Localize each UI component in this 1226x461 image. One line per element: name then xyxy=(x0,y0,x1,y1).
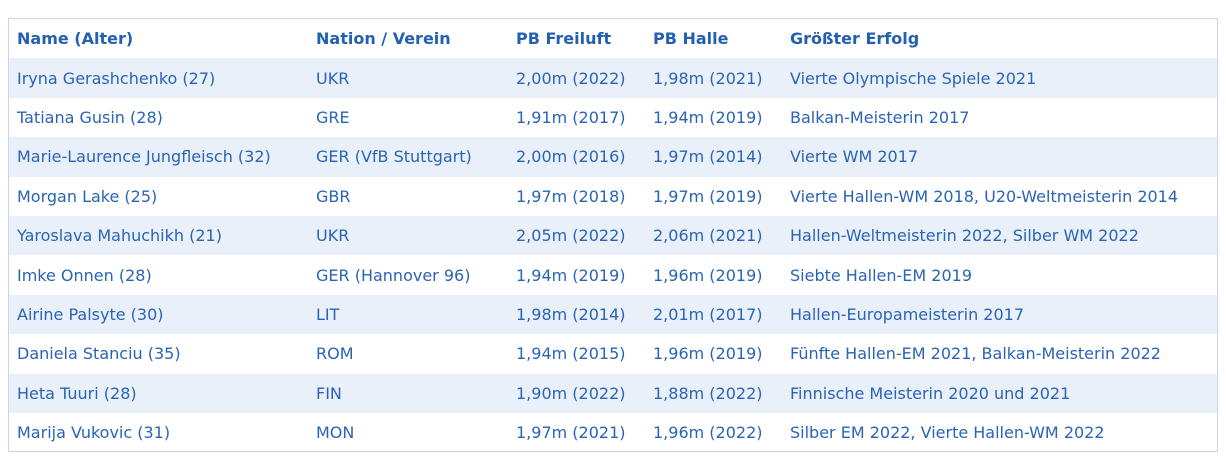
cell-nation: ROM xyxy=(308,334,508,374)
cell-name: Tatiana Gusin (28) xyxy=(9,97,308,138)
header-nation: Nation / Verein xyxy=(316,29,451,49)
header-achievement: Größter Erfolg xyxy=(790,29,920,49)
cell-nation: LIT xyxy=(308,294,508,335)
cell-pb-indoor: 2,01m (2017) xyxy=(645,294,782,335)
header-pb-indoor: PB Halle xyxy=(653,29,729,49)
table-row: Marie-Laurence Jungfleisch (32) GER (VfB… xyxy=(9,137,1217,177)
cell-pb-indoor: 2,06m (2021) xyxy=(645,215,782,256)
cell-pb-indoor: 1,98m (2021) xyxy=(645,58,782,98)
header-pb-outdoor: PB Freiluft xyxy=(516,29,612,49)
cell-name: Yaroslava Mahuchikh (21) xyxy=(9,215,308,256)
cell-nation: GBR xyxy=(308,176,508,216)
cell-nation: UKR xyxy=(308,58,508,98)
athletes-table: Name (Alter) Nation / Verein PB Freiluft… xyxy=(9,19,1217,451)
cell-name: Iryna Gerashchenko (27) xyxy=(9,58,308,98)
cell-nation: GRE xyxy=(308,97,508,138)
cell-name: Heta Tuuri (28) xyxy=(9,373,308,413)
table-row: Imke Onnen (28) GER (Hannover 96) 1,94m … xyxy=(9,255,1217,295)
cell-pb-outdoor: 1,94m (2015) xyxy=(508,334,645,374)
cell-achievement: Finnische Meisterin 2020 und 2021 xyxy=(782,373,1217,413)
table-row: Heta Tuuri (28) FIN 1,90m (2022) 1,88m (… xyxy=(9,373,1217,413)
table-header-row: Name (Alter) Nation / Verein PB Freiluft… xyxy=(9,19,1217,58)
cell-achievement: Fünfte Hallen-EM 2021, Balkan-Meisterin … xyxy=(782,334,1217,374)
table-row: Airine Palsyte (30) LIT 1,98m (2014) 2,0… xyxy=(9,294,1217,335)
cell-achievement: Silber EM 2022, Vierte Hallen-WM 2022 xyxy=(782,412,1217,451)
cell-achievement: Siebte Hallen-EM 2019 xyxy=(782,255,1217,295)
cell-achievement: Hallen-Weltmeisterin 2022, Silber WM 202… xyxy=(782,215,1217,256)
cell-pb-outdoor: 2,00m (2016) xyxy=(508,137,645,177)
cell-pb-outdoor: 1,97m (2021) xyxy=(508,412,645,451)
cell-pb-indoor: 1,94m (2019) xyxy=(645,97,782,138)
table-row: Daniela Stanciu (35) ROM 1,94m (2015) 1,… xyxy=(9,334,1217,374)
cell-pb-outdoor: 1,97m (2018) xyxy=(508,176,645,216)
cell-pb-indoor: 1,97m (2014) xyxy=(645,137,782,177)
cell-pb-outdoor: 1,90m (2022) xyxy=(508,373,645,413)
cell-pb-outdoor: 2,00m (2022) xyxy=(508,58,645,98)
cell-name: Marie-Laurence Jungfleisch (32) xyxy=(9,137,308,177)
cell-name: Morgan Lake (25) xyxy=(9,176,308,216)
cell-achievement: Vierte Hallen-WM 2018, U20-Weltmeisterin… xyxy=(782,176,1217,216)
cell-nation: FIN xyxy=(308,373,508,413)
table-row: Tatiana Gusin (28) GRE 1,91m (2017) 1,94… xyxy=(9,97,1217,138)
header-name: Name (Alter) xyxy=(17,29,134,49)
cell-achievement: Vierte WM 2017 xyxy=(782,137,1217,177)
cell-achievement: Balkan-Meisterin 2017 xyxy=(782,97,1217,138)
cell-nation: UKR xyxy=(308,215,508,256)
cell-pb-outdoor: 2,05m (2022) xyxy=(508,215,645,256)
cell-pb-indoor: 1,88m (2022) xyxy=(645,373,782,413)
table-row: Marija Vukovic (31) MON 1,97m (2021) 1,9… xyxy=(9,412,1217,451)
cell-name: Marija Vukovic (31) xyxy=(9,412,308,451)
cell-name: Imke Onnen (28) xyxy=(9,255,308,295)
cell-nation: GER (Hannover 96) xyxy=(308,255,508,295)
cell-pb-outdoor: 1,94m (2019) xyxy=(508,255,645,295)
cell-nation: MON xyxy=(308,412,508,451)
cell-pb-indoor: 1,96m (2019) xyxy=(645,255,782,295)
table-row: Yaroslava Mahuchikh (21) UKR 2,05m (2022… xyxy=(9,215,1217,256)
cell-nation: GER (VfB Stuttgart) xyxy=(308,137,508,177)
cell-name: Airine Palsyte (30) xyxy=(9,294,308,335)
cell-name: Daniela Stanciu (35) xyxy=(9,334,308,374)
cell-achievement: Vierte Olympische Spiele 2021 xyxy=(782,58,1217,98)
cell-pb-outdoor: 1,91m (2017) xyxy=(508,97,645,138)
athletes-table-container: Name (Alter) Nation / Verein PB Freiluft… xyxy=(8,18,1218,452)
table-row: Iryna Gerashchenko (27) UKR 2,00m (2022)… xyxy=(9,58,1217,98)
cell-pb-indoor: 1,96m (2019) xyxy=(645,334,782,374)
cell-pb-indoor: 1,96m (2022) xyxy=(645,412,782,451)
table-row: Morgan Lake (25) GBR 1,97m (2018) 1,97m … xyxy=(9,176,1217,216)
cell-achievement: Hallen-Europameisterin 2017 xyxy=(782,294,1217,335)
cell-pb-outdoor: 1,98m (2014) xyxy=(508,294,645,335)
cell-pb-indoor: 1,97m (2019) xyxy=(645,176,782,216)
